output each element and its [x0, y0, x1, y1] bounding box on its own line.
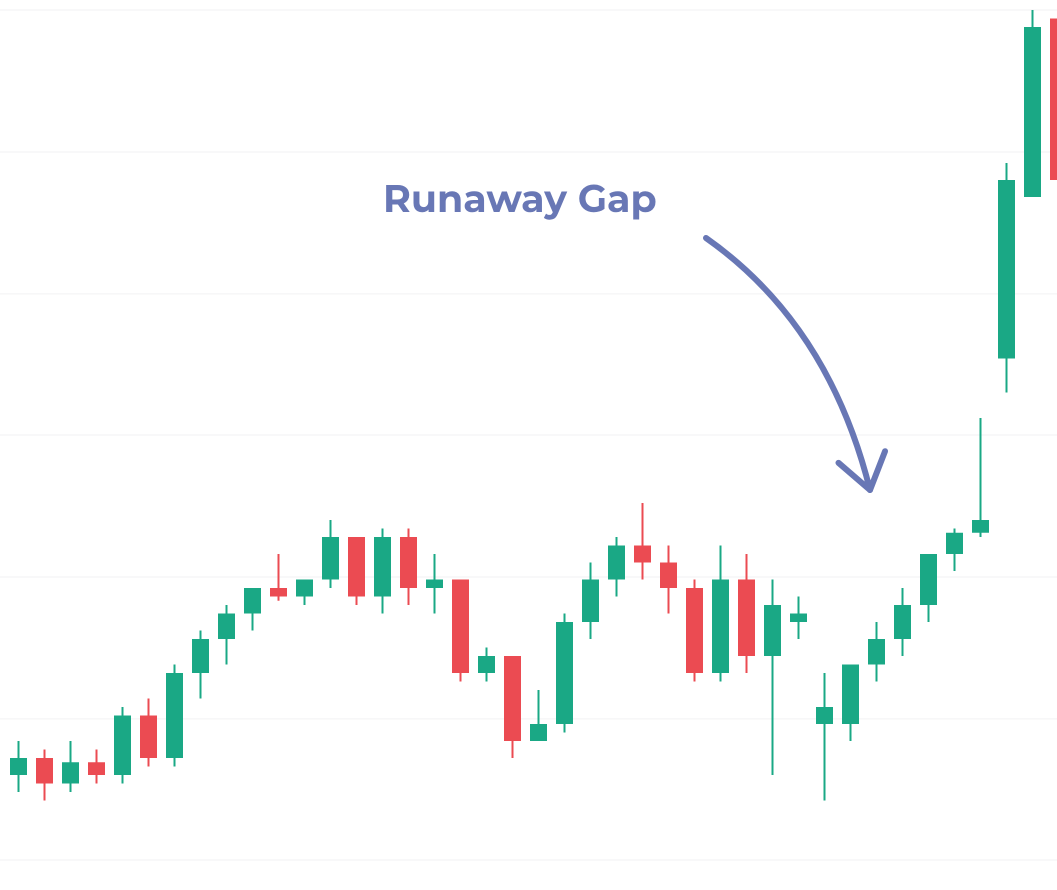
chart-canvas [0, 0, 1057, 890]
candlestick-chart: Runaway Gap [0, 0, 1057, 890]
annotation-label: Runaway Gap [383, 175, 657, 222]
